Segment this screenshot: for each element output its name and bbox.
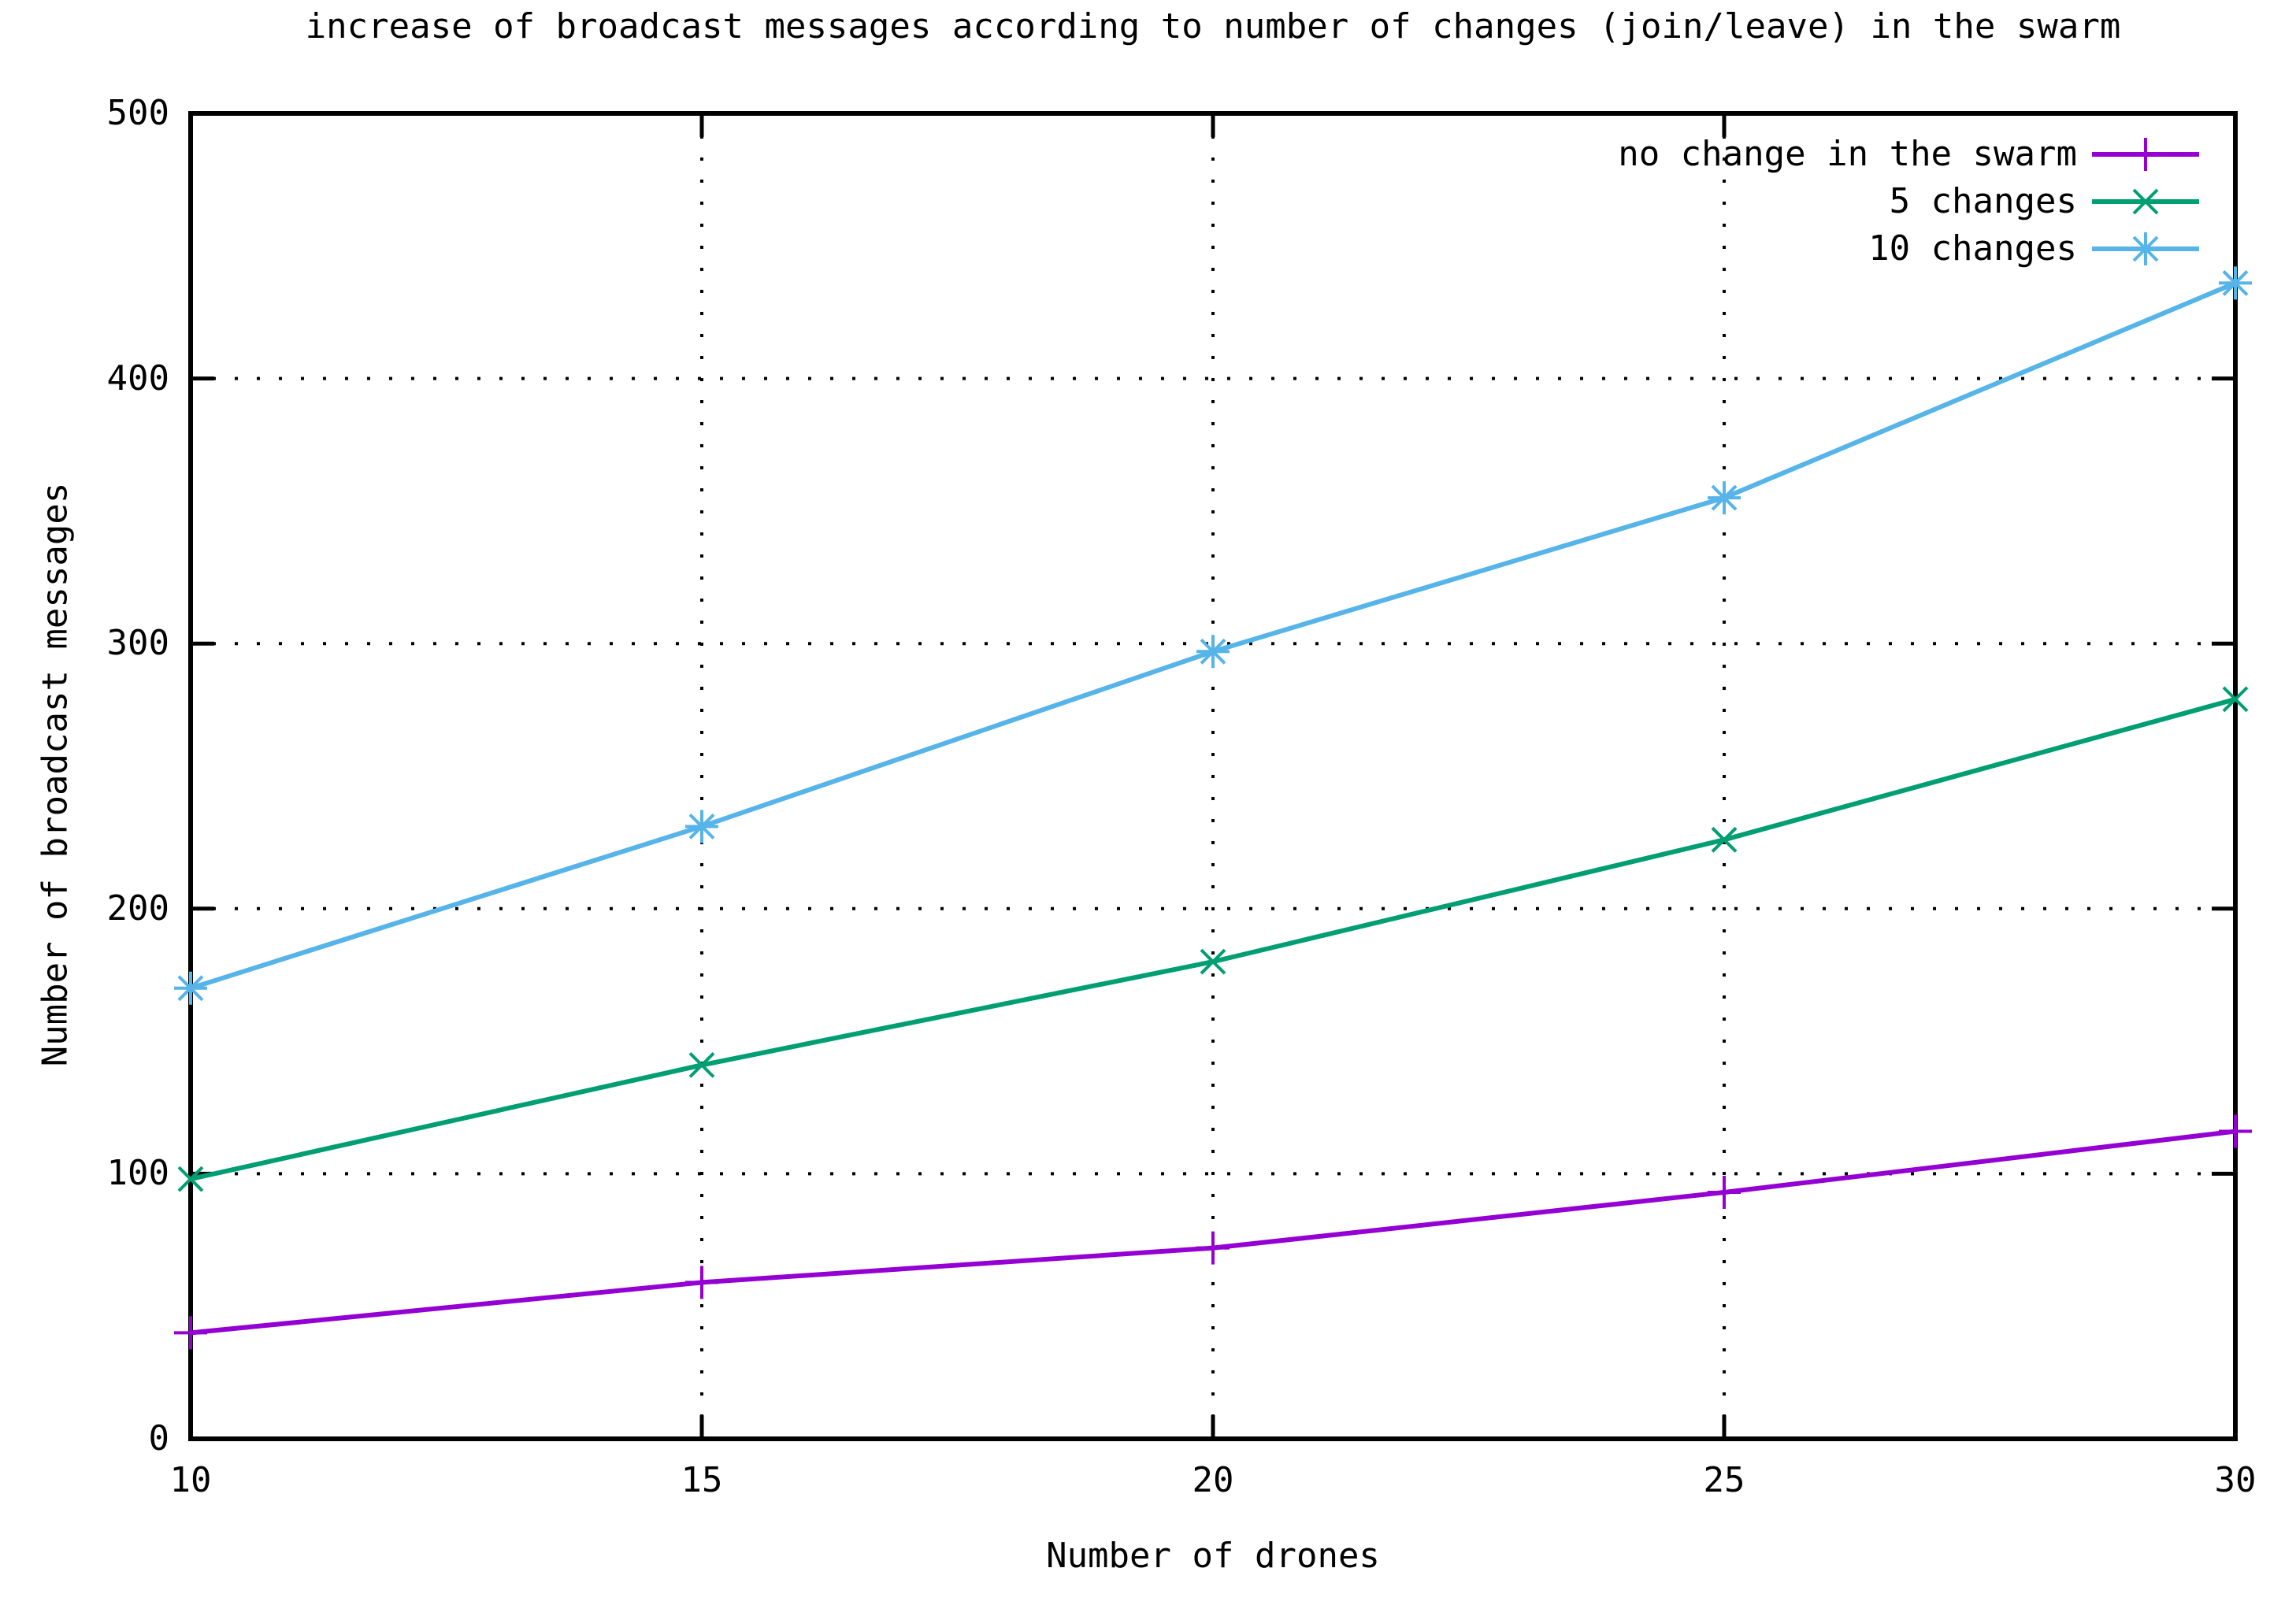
y-tick-label-300: 300 — [106, 623, 169, 664]
series-2-point-10 — [174, 971, 207, 1005]
y-tick-label-100: 100 — [106, 1153, 169, 1194]
x-tick-label-25: 25 — [1703, 1460, 1745, 1500]
series-1-point-20 — [1200, 948, 1226, 975]
series-1-point-25 — [1711, 826, 1738, 853]
legend-label-5-changes: 5 changes — [1889, 181, 2077, 221]
series-0-point-15 — [685, 1266, 718, 1299]
legend-label-10-changes: 10 changes — [1868, 228, 2077, 269]
series-0-point-20 — [1196, 1231, 1230, 1265]
series-0-point-25 — [1708, 1175, 1741, 1209]
series-2-point-25 — [1708, 481, 1741, 515]
series-2-point-15 — [685, 810, 718, 843]
x-tick-label-30: 30 — [2214, 1460, 2257, 1500]
x-tick-label-20: 20 — [1192, 1460, 1234, 1500]
series-0-point-30 — [2219, 1114, 2252, 1148]
series-1-point-10 — [177, 1166, 204, 1192]
x-axis-label: Number of drones — [1046, 1536, 1380, 1576]
series-2-point-30 — [2219, 266, 2252, 300]
legend-sample-marker-2 — [2129, 232, 2162, 265]
y-tick-label-200: 200 — [106, 888, 169, 929]
series-1-point-30 — [2222, 686, 2249, 713]
y-axis-label: Number of broadcast messages — [35, 482, 76, 1067]
series-2-point-20 — [1196, 635, 1230, 669]
y-tick-label-400: 400 — [106, 358, 169, 398]
legend-sample-marker-0 — [2129, 138, 2162, 171]
series-1-point-15 — [688, 1051, 715, 1078]
legend-label-no-change: no change in the swarm — [1618, 134, 2077, 174]
series-0-point-10 — [174, 1316, 207, 1350]
y-tick-label-500: 500 — [106, 93, 169, 133]
y-tick-label-0: 0 — [148, 1418, 170, 1459]
x-tick-label-10: 10 — [169, 1460, 212, 1500]
legend-sample-marker-1 — [2132, 188, 2159, 215]
x-tick-label-15: 15 — [681, 1460, 723, 1500]
chart-title: increase of broadcast messages according… — [305, 6, 2121, 46]
